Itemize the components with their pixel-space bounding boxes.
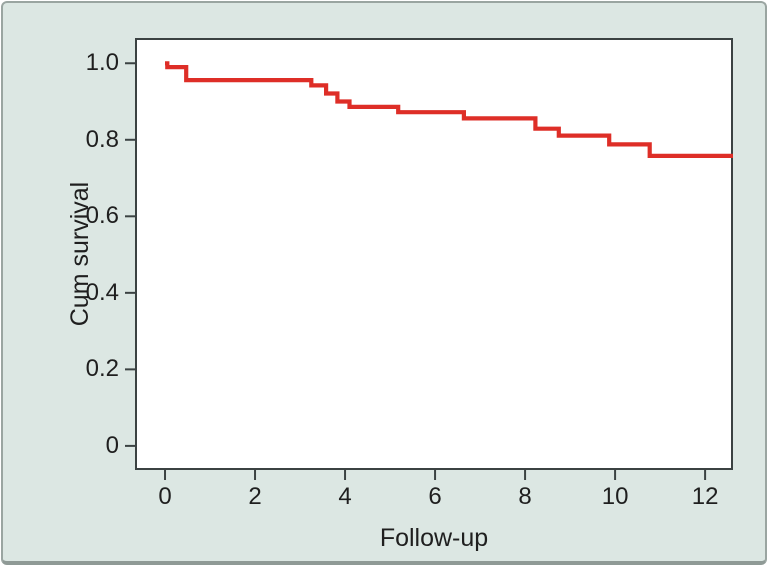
- x-tick-label: 8: [518, 483, 532, 510]
- x-tick-label: 4: [338, 483, 352, 510]
- x-tick-label: 6: [428, 483, 442, 510]
- y-tick-label: 0: [105, 431, 119, 459]
- x-tick-label: 0: [158, 483, 172, 510]
- x-tick-label: 12: [691, 483, 719, 510]
- y-tick-label: 0.4: [85, 278, 119, 306]
- x-tick-label: 2: [248, 483, 262, 510]
- y-tick-label: 0.2: [85, 355, 119, 383]
- x-axis-title: Follow-up: [379, 524, 489, 552]
- plot-area: [135, 38, 733, 470]
- y-axis-title: Cum survival: [66, 181, 94, 327]
- y-tick-label: 1.0: [85, 49, 119, 77]
- y-tick-label: 0.6: [85, 202, 119, 230]
- x-tick-label: 10: [601, 483, 629, 510]
- y-tick-label: 0.8: [85, 125, 119, 153]
